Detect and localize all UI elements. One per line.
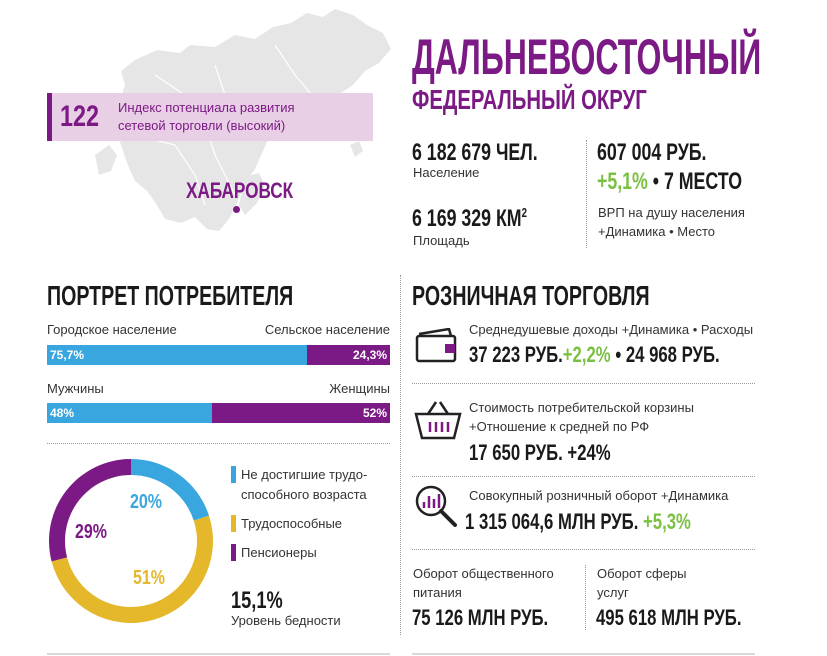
turnover-dynamics: +5,3% (643, 509, 691, 534)
rural-bar: 24,3% (307, 345, 390, 365)
index-value: 122 (60, 100, 100, 133)
wallet-icon (415, 328, 457, 363)
area-label: Площадь (413, 233, 470, 248)
men-value: 48% (50, 406, 75, 420)
turnover-label: Совокупный розничный оборот +Динамика (469, 488, 729, 503)
population-label: Население (413, 165, 480, 180)
urban-value: 75,7% (50, 348, 85, 362)
area-unit-sup: 2 (521, 205, 527, 220)
income-value-line: 37 223 РУБ.+2,2% • 24 968 РУБ. (469, 342, 720, 368)
stats-divider (586, 140, 587, 248)
donut-slice-pensioners (48, 459, 131, 562)
services-label-line1: Оборот сферы (597, 566, 687, 581)
retail-divider-4 (585, 565, 586, 630)
basket-label-line2: +Отношение к средней по РФ (469, 419, 650, 434)
area-value: 6 169 329 КМ2 (412, 205, 527, 233)
women-value: 52% (362, 406, 387, 420)
legend-item-0-line1: Не достигшие трудо- (241, 467, 368, 482)
women-bar: 52% (212, 403, 390, 423)
index-label-line2: сетевой торговли (высокий) (118, 118, 286, 133)
grp-dynamics-line: +5,1% • 7 МЕСТО (597, 168, 742, 196)
legend-item-0-line2: способного возраста (241, 487, 367, 502)
legend-swatch-0 (231, 466, 236, 483)
consumer-divider (47, 443, 390, 444)
income-value: 37 223 РУБ. (469, 342, 563, 367)
region-subtitle: ФЕДЕРАЛЬНЫЙ ОКРУГ (412, 84, 647, 115)
index-label-line1: Индекс потенциала развития (118, 100, 295, 115)
services-value: 495 618 МЛН РУБ. (596, 605, 742, 630)
donut-slice-working (51, 515, 214, 624)
men-bar: 48% (47, 403, 212, 423)
legend-swatch-2 (231, 544, 236, 561)
consumer-heading: ПОРТРЕТ ПОТРЕБИТЕЛЯ (47, 280, 294, 311)
population-value: 6 182 679 ЧЕЛ. (412, 139, 538, 166)
basket-icon (414, 401, 462, 440)
women-label: Женщины (329, 381, 390, 396)
retail-divider-2 (412, 476, 755, 477)
donut-label-0: 20% (130, 491, 163, 513)
basket-label-line1: Стоимость потребительской корзины (469, 400, 694, 415)
catering-value: 75 126 МЛН РУБ. (412, 605, 549, 630)
bottom-rule-left (47, 653, 390, 655)
city-label: ХАБАРОВСК (186, 178, 294, 203)
poverty-value: 15,1% (231, 587, 283, 614)
income-expenses: 24 968 РУБ. (625, 342, 720, 367)
services-label-line2: услуг (597, 585, 629, 600)
area-number: 6 169 329 КМ (412, 205, 522, 232)
donut-slice-young (131, 459, 209, 521)
city-dot (233, 206, 240, 213)
grp-dynamics: +5,1% (597, 168, 648, 195)
magnifier-chart-icon (415, 485, 457, 527)
rural-value: 24,3% (352, 348, 387, 362)
income-label: Среднедушевые доходы +Динамика • Расходы (469, 322, 754, 337)
index-box (47, 93, 373, 141)
retail-heading: РОЗНИЧНАЯ ТОРГОВЛЯ (412, 280, 650, 311)
legend-item-1: Трудоспособные (241, 516, 343, 531)
men-label: Мужчины (47, 381, 104, 396)
retail-divider-1 (412, 383, 755, 384)
rural-label: Сельское население (264, 322, 390, 337)
catering-label-line1: Оборот общественного (413, 566, 554, 581)
grp-label-line2: +Динамика • Место (598, 224, 715, 239)
catering-label-line2: питания (413, 585, 462, 600)
urban-bar: 75,7% (47, 345, 307, 365)
donut-label-2: 29% (75, 521, 108, 543)
age-donut-chart (48, 459, 214, 624)
turnover-value-line: 1 315 064,6 МЛН РУБ. +5,3% (465, 509, 691, 535)
region-title: ДАЛЬНЕВОСТОЧНЫЙ (412, 29, 762, 85)
donut-label-1: 51% (133, 567, 166, 589)
turnover-value: 1 315 064,6 МЛН РУБ. (465, 509, 639, 534)
section-divider (400, 275, 401, 635)
income-separator: • (610, 342, 626, 367)
legend-item-2: Пенсионеры (241, 545, 317, 560)
grp-rank: 7 МЕСТО (663, 168, 743, 195)
grp-label-line1: ВРП на душу населения (598, 205, 745, 220)
retail-divider-3 (412, 549, 755, 550)
basket-value: 17 650 РУБ. +24% (469, 440, 611, 465)
legend-swatch-1 (231, 515, 236, 532)
poverty-label: Уровень бедности (231, 613, 341, 628)
urban-label: Городское население (47, 322, 177, 337)
grp-separator: • (647, 168, 664, 195)
income-dynamics: +2,2% (562, 342, 611, 367)
bottom-rule-right (412, 653, 755, 655)
grp-value: 607 004 РУБ. (597, 139, 707, 166)
